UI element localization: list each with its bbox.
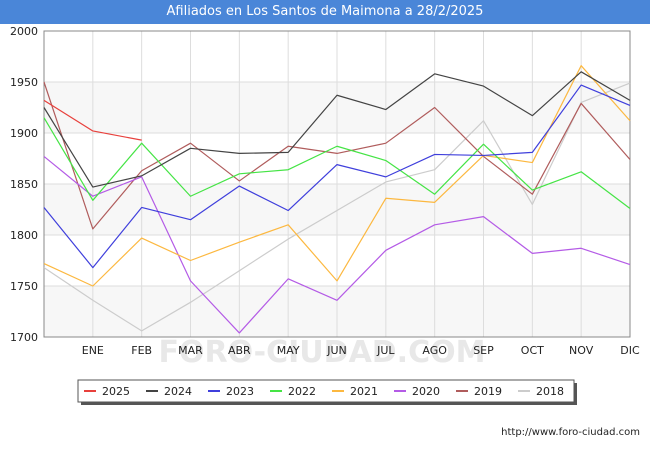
source-link[interactable]: http://www.foro-ciudad.com	[501, 427, 640, 438]
series-line-2019	[43, 81, 631, 230]
series-line-2022	[43, 117, 631, 209]
grid-lines	[43, 30, 631, 338]
x-tick-label: AGO	[422, 344, 447, 357]
y-tick-label: 2000	[10, 25, 38, 38]
legend: 2025 2024 2023 2022 2021 2020 2019 2018	[77, 379, 577, 405]
y-tick-label: 1850	[10, 178, 38, 191]
series-lines	[43, 65, 631, 334]
x-tick-label: JUN	[326, 344, 347, 357]
plot-border	[43, 30, 631, 338]
legend-label-2025: 2025	[102, 385, 130, 398]
watermark: FORO-CIUDAD.COM	[159, 335, 486, 370]
x-tick-label: FEB	[131, 344, 152, 357]
y-tick-label: 1750	[10, 280, 38, 293]
legend-label-2023: 2023	[226, 385, 254, 398]
x-axis-ticks: ENE FEB MAR ABR MAY JUN JUL AGO SEP OCT NOV DIC	[82, 344, 640, 357]
series-line-2025	[43, 99, 142, 141]
x-tick-label: MAR	[178, 344, 203, 357]
series-line-2021	[43, 65, 631, 287]
legend-label-2024: 2024	[164, 385, 192, 398]
x-tick-label: ABR	[228, 344, 251, 357]
legend-label-2022: 2022	[288, 385, 316, 398]
y-tick-label: 1950	[10, 76, 38, 89]
x-tick-label: NOV	[569, 344, 594, 357]
x-tick-label: OCT	[521, 344, 544, 357]
x-tick-label: MAY	[277, 344, 300, 357]
legend-label-2018: 2018	[536, 385, 564, 398]
x-tick-label: ENE	[82, 344, 104, 357]
series-line-2018	[43, 82, 631, 332]
y-tick-label: 1800	[10, 229, 38, 242]
series-line-2023	[43, 84, 631, 269]
legend-box	[77, 379, 575, 403]
legend-label-2020: 2020	[412, 385, 440, 398]
y-axis-ticks: 1700 1750 1800 1850 1900 1950 2000	[10, 25, 38, 344]
x-tick-label: SEP	[473, 344, 494, 357]
x-tick-label: JUL	[376, 344, 395, 357]
series-line-2020	[43, 155, 631, 334]
chart-title: Afiliados en Los Santos de Maimona a 28/…	[0, 0, 650, 24]
series-line-2024	[43, 71, 631, 188]
legend-label-2019: 2019	[474, 385, 502, 398]
legend-label-2021: 2021	[350, 385, 378, 398]
x-tick-label: DIC	[620, 344, 640, 357]
y-tick-label: 1700	[10, 331, 38, 344]
y-tick-label: 1900	[10, 127, 38, 140]
